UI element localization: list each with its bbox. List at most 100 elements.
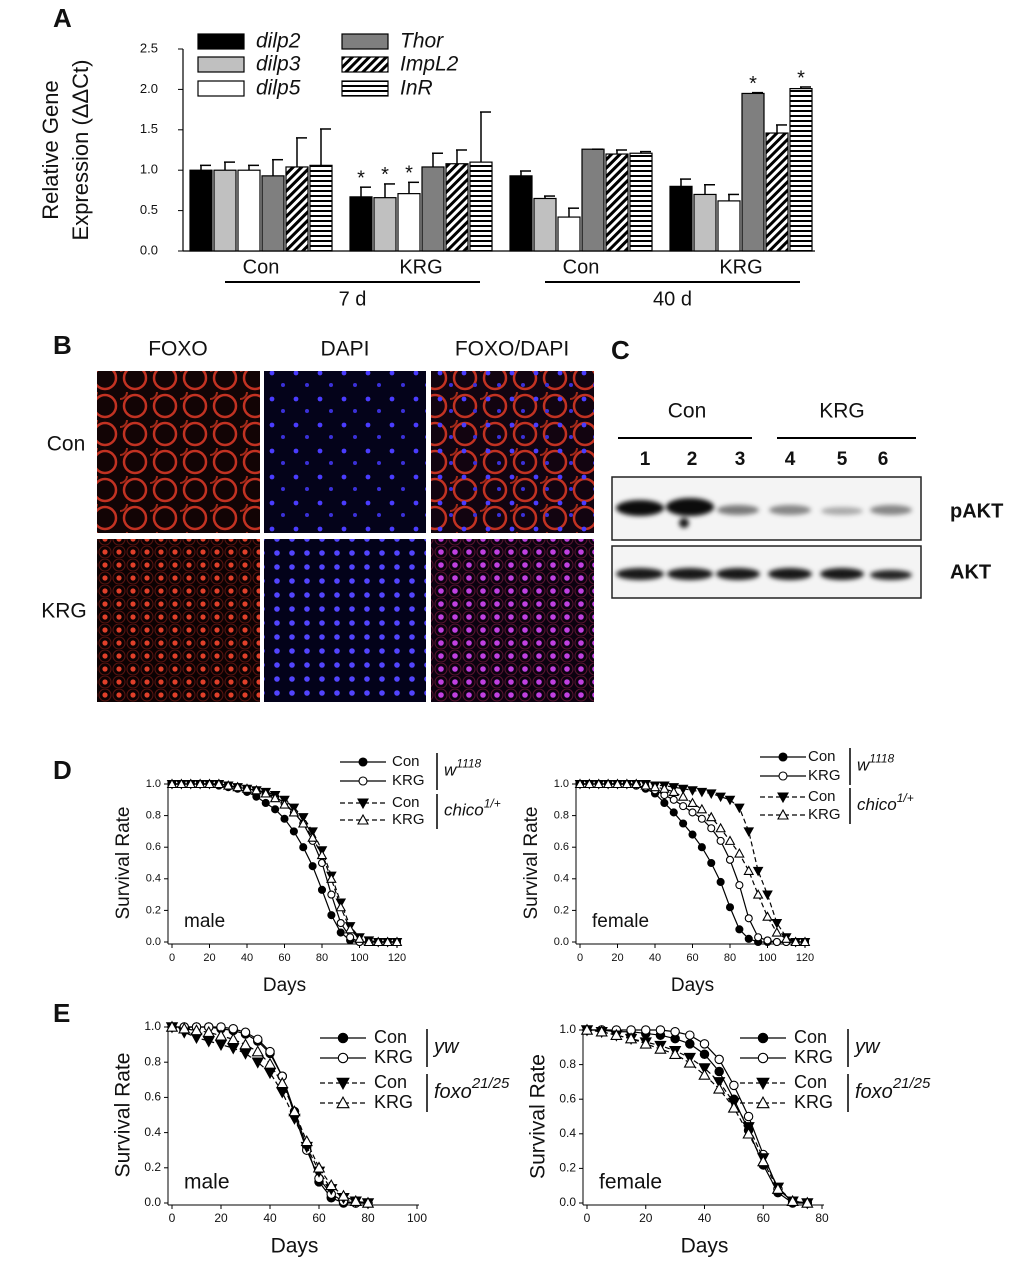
y-tick-label: 0.0 — [140, 242, 158, 257]
y-tick-label: 0.6 — [146, 841, 161, 853]
marker — [336, 918, 345, 928]
marker — [227, 1043, 240, 1055]
marker — [240, 1027, 251, 1038]
marker — [595, 1025, 608, 1037]
genotype-label: w1118 — [444, 757, 482, 780]
error-bar — [456, 149, 467, 164]
bar — [557, 216, 581, 252]
y-tick-label: 1.0 — [144, 1019, 161, 1033]
marker — [307, 827, 318, 837]
error-bar — [224, 161, 235, 171]
marker — [621, 778, 633, 789]
marker — [677, 784, 689, 795]
marker — [253, 1034, 263, 1045]
genotype-name: chico — [444, 801, 484, 820]
marker — [357, 813, 369, 825]
x-tick-label: 80 — [815, 1211, 829, 1225]
error-bar — [680, 178, 691, 187]
x-axis-label: Days — [681, 1235, 729, 1258]
marker — [232, 781, 243, 792]
marker — [337, 1052, 349, 1064]
marker — [166, 778, 178, 789]
y-axis-label: Relative Gene — [38, 80, 63, 219]
genotype-label: chico1/+ — [857, 791, 914, 814]
error-bar — [248, 164, 259, 171]
error-bar — [728, 193, 739, 201]
x-tick-label: 20 — [639, 1211, 653, 1225]
marker — [222, 780, 234, 790]
x-tick-label: 40 — [263, 1211, 277, 1225]
marker — [349, 1194, 362, 1206]
genotype-name: w — [444, 761, 458, 780]
marker — [382, 936, 393, 947]
chart-title: male — [184, 1171, 230, 1194]
x-axis-label: Days — [271, 1235, 319, 1258]
marker — [696, 787, 708, 798]
marker — [336, 1077, 350, 1091]
legend-label: KRG — [808, 806, 841, 823]
marker — [714, 1054, 724, 1065]
y-tick-label: 0.2 — [144, 1160, 161, 1174]
legend-swatch — [341, 80, 389, 97]
group-label: KRG — [819, 400, 865, 423]
y-tick-label: 0.0 — [559, 1195, 576, 1209]
genotype-label: yw — [853, 1036, 881, 1058]
marker — [777, 808, 789, 820]
marker — [344, 923, 356, 934]
marker — [337, 1189, 350, 1201]
marker — [655, 1025, 666, 1035]
legend-label: Con — [374, 1072, 407, 1092]
error-bar — [544, 195, 555, 199]
x-tick-label: 20 — [203, 952, 215, 964]
western-blot — [611, 476, 922, 599]
marker — [593, 778, 605, 789]
marker — [715, 822, 726, 833]
marker — [612, 778, 623, 789]
marker — [669, 808, 678, 817]
lane-label: 5 — [837, 449, 848, 470]
marker — [688, 808, 697, 817]
y-axis-label: Survival Rate — [527, 1054, 550, 1179]
y-tick-label: 0.0 — [146, 936, 161, 948]
genotype-superscript: 1/+ — [897, 791, 914, 805]
marker — [763, 936, 772, 945]
marker — [762, 890, 773, 901]
marker — [649, 781, 661, 792]
marker — [762, 911, 773, 921]
marker — [325, 1179, 338, 1191]
y-tick-label: 2.5 — [140, 40, 158, 55]
y-tick-label: 0.4 — [559, 1126, 576, 1140]
marker — [778, 771, 788, 781]
marker — [744, 934, 753, 943]
column-label: FOXO/DAPI — [455, 338, 569, 361]
panel-letter: D — [53, 755, 72, 785]
bar — [533, 197, 557, 252]
marker — [724, 795, 736, 806]
x-tick-label: 60 — [312, 1211, 326, 1225]
marker — [640, 780, 651, 790]
marker — [276, 1076, 289, 1089]
error-bar — [432, 152, 443, 167]
marker — [696, 803, 708, 814]
marker — [239, 1038, 252, 1050]
error-bar — [200, 164, 211, 171]
marker — [757, 1032, 769, 1044]
bar — [469, 161, 493, 252]
marker — [756, 1077, 770, 1091]
marker — [165, 1020, 179, 1032]
marker — [288, 1105, 301, 1117]
bar — [717, 200, 741, 252]
significance-mark: * — [381, 164, 389, 186]
marker — [734, 803, 745, 814]
x-tick-label: 60 — [278, 952, 290, 964]
marker — [308, 862, 317, 871]
marker — [714, 1066, 724, 1077]
error-bar — [296, 137, 307, 167]
marker — [307, 832, 318, 842]
error-bar — [520, 170, 531, 176]
marker — [752, 889, 764, 899]
chart-title: female — [592, 911, 649, 932]
marker — [743, 865, 755, 875]
legend-label: dilp3 — [256, 53, 301, 76]
marker — [297, 817, 309, 828]
